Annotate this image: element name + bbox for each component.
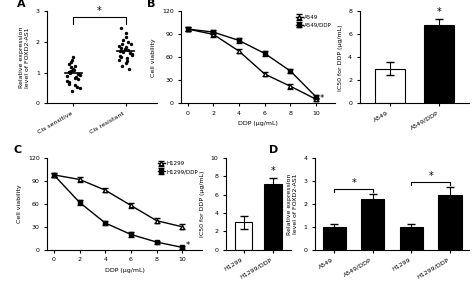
Point: [74, 71, 82, 76]
Point: [63, 73, 71, 78]
Point: [116, 57, 123, 62]
Bar: [400, 227, 423, 250]
Point: [68, 89, 75, 94]
Text: C: C: [13, 146, 22, 156]
Point: [122, 35, 130, 40]
Point: [124, 47, 132, 52]
Point: [121, 46, 128, 51]
Point: [65, 82, 73, 86]
Point: [128, 42, 135, 47]
Bar: [235, 222, 253, 250]
Text: *: *: [428, 171, 433, 181]
X-axis label: DDP (μg/mL): DDP (μg/mL): [238, 121, 278, 126]
Point: [118, 63, 125, 68]
Point: [65, 69, 73, 74]
Point: [76, 72, 83, 77]
Y-axis label: Relative expression
level of FOXD2-AS1: Relative expression level of FOXD2-AS1: [19, 27, 30, 88]
Text: *: *: [437, 7, 442, 17]
Text: *: *: [97, 6, 102, 16]
Legend: H1299, H1299/DDP: H1299, H1299/DDP: [157, 161, 199, 175]
Point: [76, 86, 83, 91]
Point: [118, 26, 125, 31]
Text: A: A: [17, 0, 26, 9]
Point: [119, 49, 127, 54]
Point: [67, 65, 74, 69]
Text: *: *: [271, 166, 275, 176]
Text: B: B: [147, 0, 156, 9]
Point: [73, 75, 80, 79]
Point: [74, 77, 82, 82]
Y-axis label: Cell viability: Cell viability: [151, 38, 156, 77]
Point: [67, 60, 74, 64]
Bar: [424, 25, 454, 103]
Point: [69, 55, 77, 60]
Point: [117, 48, 124, 53]
Y-axis label: Cell viability: Cell viability: [18, 185, 22, 223]
X-axis label: DDP (μg/mL): DDP (μg/mL): [105, 268, 145, 273]
Point: [117, 45, 124, 50]
Text: *: *: [186, 241, 191, 250]
Y-axis label: IC50 for DDP (μg/mL): IC50 for DDP (μg/mL): [200, 171, 205, 237]
Point: [123, 56, 131, 60]
Point: [123, 59, 131, 63]
Bar: [323, 227, 346, 250]
Point: [73, 85, 81, 90]
Point: [69, 67, 76, 71]
Point: [71, 63, 79, 68]
Point: [126, 67, 133, 71]
Y-axis label: Relative expression
level of FOXD2-AS1: Relative expression level of FOXD2-AS1: [287, 173, 298, 234]
Legend: A549, A549/DDP: A549, A549/DDP: [295, 14, 333, 28]
Point: [71, 83, 79, 88]
Point: [122, 61, 129, 65]
Point: [118, 54, 125, 59]
Point: [116, 53, 124, 58]
Point: [65, 80, 73, 85]
Point: [64, 79, 71, 84]
Point: [116, 43, 123, 48]
Point: [118, 41, 126, 46]
Point: [128, 51, 136, 56]
Text: *: *: [351, 178, 356, 188]
Point: [122, 44, 129, 49]
Point: [71, 76, 79, 80]
Bar: [374, 69, 404, 103]
Point: [65, 62, 73, 66]
Point: [66, 71, 73, 75]
Bar: [438, 195, 462, 250]
Bar: [361, 199, 384, 250]
Point: [119, 38, 127, 43]
Text: D: D: [269, 146, 278, 156]
Point: [70, 67, 78, 72]
Text: *: *: [320, 94, 324, 103]
Point: [124, 40, 132, 44]
Point: [65, 70, 73, 75]
Y-axis label: IC50 for DDP (μg/mL): IC50 for DDP (μg/mL): [337, 24, 343, 90]
Point: [67, 68, 74, 73]
Point: [128, 53, 136, 57]
Point: [122, 31, 130, 36]
Point: [126, 51, 134, 55]
Bar: [264, 184, 282, 250]
Point: [68, 57, 75, 62]
